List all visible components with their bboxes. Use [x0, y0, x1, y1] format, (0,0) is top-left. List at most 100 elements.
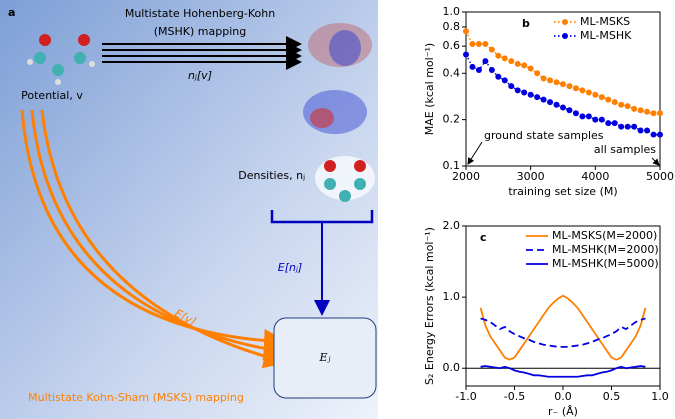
y-tick-label: 0.6 [443, 39, 461, 52]
mshk-title: Multistate Hohenberg-Kohn [125, 7, 275, 20]
data-point [534, 94, 541, 101]
annotation: all samples [594, 143, 656, 156]
x-tick-label: 4000 [581, 170, 609, 183]
data-point [611, 120, 618, 127]
x-tick-label: -1.0 [455, 390, 476, 403]
data-point [488, 46, 495, 53]
series-line [480, 317, 646, 348]
legend-label: ML-MSHK(M=5000) [552, 257, 659, 270]
data-point [463, 28, 469, 35]
data-point [482, 40, 489, 47]
data-point [508, 58, 515, 65]
panel-a: a Multistate Hohenberg-Kohn (MSHK) mappi… [0, 0, 378, 419]
data-point [566, 107, 573, 114]
data-point [495, 73, 502, 80]
y-tick-label: 0.4 [443, 66, 461, 79]
data-point [501, 77, 508, 84]
data-point [572, 110, 579, 117]
legend-marker [562, 33, 568, 39]
data-point [514, 60, 521, 67]
state-energy: Eⱼ [319, 351, 331, 364]
annotation-arrow [467, 141, 483, 165]
data-point [592, 91, 599, 98]
series-line [465, 30, 660, 115]
y-tick-label: 2.0 [443, 219, 461, 232]
data-point [560, 81, 566, 88]
series-line [480, 365, 646, 378]
y-tick-label: 0.8 [443, 20, 461, 33]
y-tick-label: 1.0 [443, 5, 461, 18]
ks-arrows [20, 109, 288, 369]
series-line [479, 294, 647, 361]
x-tick-label: 0.0 [554, 390, 572, 403]
panel-label: c [480, 231, 487, 244]
data-point [534, 70, 541, 77]
data-point [657, 131, 663, 138]
data-point [579, 113, 586, 120]
data-point [611, 99, 618, 106]
arrows [102, 36, 302, 70]
x-axis-label: r₋ (Å) [548, 405, 578, 418]
legend-label: ML-MSHK(M=2000) [552, 243, 659, 256]
plot-frame [465, 11, 661, 167]
y-tick-label: 1.0 [443, 290, 461, 303]
data-point [644, 108, 651, 115]
data-point [579, 87, 586, 94]
data-point [495, 52, 502, 59]
x-tick-label: 3000 [517, 170, 545, 183]
data-point [469, 40, 476, 47]
data-point [475, 40, 482, 47]
msks-label: Multistate Kohn-Sham (MSKS) mapping [28, 391, 244, 404]
series-line [465, 54, 660, 136]
data-point [624, 103, 631, 110]
density-energy-label: E[nⱼ] [278, 261, 302, 274]
data-point [560, 104, 566, 111]
data-point [514, 87, 521, 94]
data-point [521, 62, 528, 69]
data-point [650, 131, 657, 138]
data-point [637, 107, 644, 114]
data-point [624, 123, 631, 130]
y-axis-label: S₂ Energy Errors (kcal mol⁻¹) [423, 227, 436, 385]
data-point [605, 120, 612, 127]
x-tick-label: 5000 [646, 170, 674, 183]
data-point [657, 110, 663, 117]
legend-marker [562, 19, 568, 25]
annotation-arrow [651, 157, 660, 166]
data-point [566, 83, 573, 90]
x-tick-label: 1.0 [651, 390, 669, 403]
data-point [540, 96, 547, 103]
x-tick-label: 0.5 [603, 390, 621, 403]
data-point [482, 58, 489, 65]
data-point [592, 116, 599, 123]
data-point [540, 75, 547, 82]
y-tick-label: 0.0 [443, 361, 461, 374]
data-point [547, 99, 554, 106]
data-point [521, 89, 528, 96]
mshk-subtitle: (MSHK) mapping [154, 25, 246, 38]
data-point [585, 89, 592, 96]
data-point [547, 77, 554, 84]
x-tick-label: 2000 [452, 170, 480, 183]
x-axis-label: training set size (M) [508, 185, 617, 198]
data-point [585, 113, 592, 120]
data-point [475, 67, 482, 74]
mshk-arrow-label: nⱼ[v] [188, 69, 212, 82]
potential-label: Potential, v [21, 89, 83, 102]
data-point [463, 51, 469, 58]
energy-box [273, 317, 377, 399]
data-point [527, 65, 534, 72]
x-tick-label: -0.5 [504, 390, 525, 403]
data-point [631, 105, 638, 112]
data-point [598, 94, 605, 101]
data-point [501, 55, 508, 62]
data-point [469, 63, 476, 70]
data-point [637, 127, 644, 134]
data-point [598, 116, 605, 123]
data-point [618, 101, 625, 108]
y-axis-label: MAE (kcal mol⁻¹) [423, 43, 436, 135]
chart: 2000 3000 4000 5000 0.1 0.2 0.4 0.6 0.8 1.0 traini… [423, 5, 674, 198]
annotation: ground state samples [484, 129, 604, 142]
data-point [644, 127, 651, 134]
